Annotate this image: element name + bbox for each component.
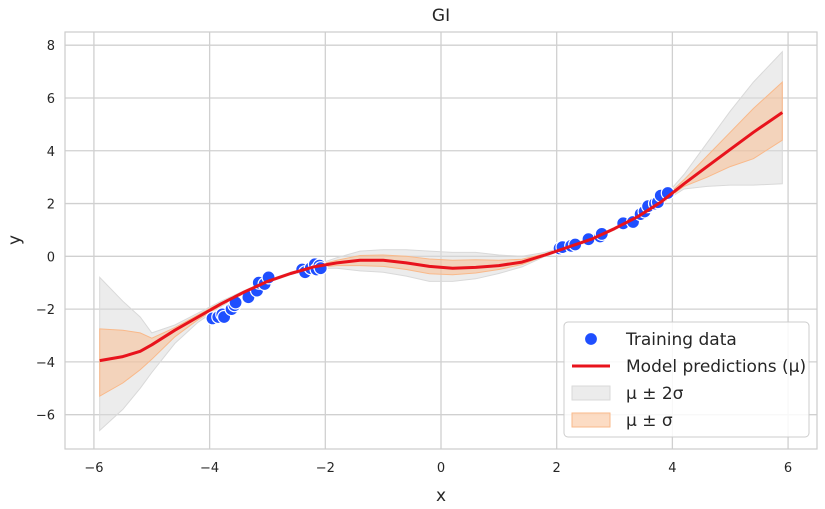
y-tick-label: 8 bbox=[47, 39, 55, 54]
x-tick-label: 6 bbox=[784, 461, 792, 476]
x-tick-label: −6 bbox=[84, 461, 103, 476]
y-tick-label: 2 bbox=[47, 198, 55, 213]
y-tick-label: −4 bbox=[36, 356, 55, 371]
chart-title: GI bbox=[432, 6, 450, 26]
legend-label-2sigma: μ ± 2σ bbox=[626, 384, 684, 404]
plot-frame bbox=[64, 31, 818, 450]
y-tick-label: −2 bbox=[36, 303, 55, 318]
x-tick-label: −2 bbox=[316, 461, 335, 476]
prediction-line bbox=[99, 111, 784, 363]
x-tick-label: 0 bbox=[437, 461, 445, 476]
x-tick-labels: −6 −4 −2 0 2 4 6 bbox=[84, 461, 792, 476]
legend-label-prediction: Model predictions (μ) bbox=[626, 357, 806, 377]
legend-marker-sigma bbox=[571, 412, 611, 428]
x-tick-label: 4 bbox=[668, 461, 676, 476]
y-axis-label: y bbox=[5, 235, 25, 245]
y-tick-label: 0 bbox=[47, 250, 55, 265]
x-tick-label: −4 bbox=[200, 461, 219, 476]
prediction-layer bbox=[99, 111, 784, 363]
legend-label-training: Training data bbox=[625, 330, 737, 350]
y-tick-label: 6 bbox=[47, 92, 55, 107]
legend-box bbox=[563, 321, 810, 438]
x-axis-label: x bbox=[436, 486, 446, 506]
y-tick-labels: −6 −4 −2 0 2 4 6 8 bbox=[36, 39, 55, 423]
legend: Training data Model predictions (μ) μ ± … bbox=[563, 321, 810, 438]
y-tick-label: 4 bbox=[47, 145, 55, 160]
x-tick-label: 2 bbox=[553, 461, 561, 476]
y-tick-label: −6 bbox=[36, 409, 55, 424]
legend-label-sigma: μ ± σ bbox=[626, 411, 673, 431]
legend-marker-2sigma bbox=[571, 385, 611, 401]
legend-marker-training bbox=[583, 331, 599, 347]
